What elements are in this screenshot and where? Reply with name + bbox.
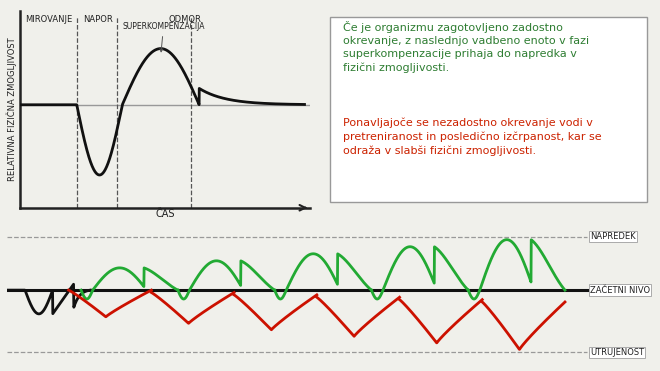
Text: UTRUJENOST: UTRUJENOST <box>590 348 644 357</box>
Text: ODMOR: ODMOR <box>169 15 202 24</box>
Text: NAPREDEK: NAPREDEK <box>590 232 636 241</box>
Text: MIROVANJE: MIROVANJE <box>25 15 73 24</box>
X-axis label: ČAS: ČAS <box>155 209 175 219</box>
Text: ZAČETNI NIVO: ZAČETNI NIVO <box>590 286 650 295</box>
Text: SUPERKOMPENZACIJA: SUPERKOMPENZACIJA <box>122 22 205 52</box>
Text: NAPOR: NAPOR <box>83 15 113 24</box>
Y-axis label: RELATIVNA FIZIČNA ZMOGLJIVOST: RELATIVNA FIZIČNA ZMOGLJIVOST <box>7 37 17 181</box>
Text: Če je organizmu zagotovljeno zadostno
okrevanje, z naslednjo vadbeno enoto v faz: Če je organizmu zagotovljeno zadostno ok… <box>343 21 589 73</box>
Text: Ponavljajoče se nezadostno okrevanje vodi v
pretreniranost in posledično izčrpan: Ponavljajoče se nezadostno okrevanje vod… <box>343 117 602 155</box>
FancyBboxPatch shape <box>330 17 647 202</box>
